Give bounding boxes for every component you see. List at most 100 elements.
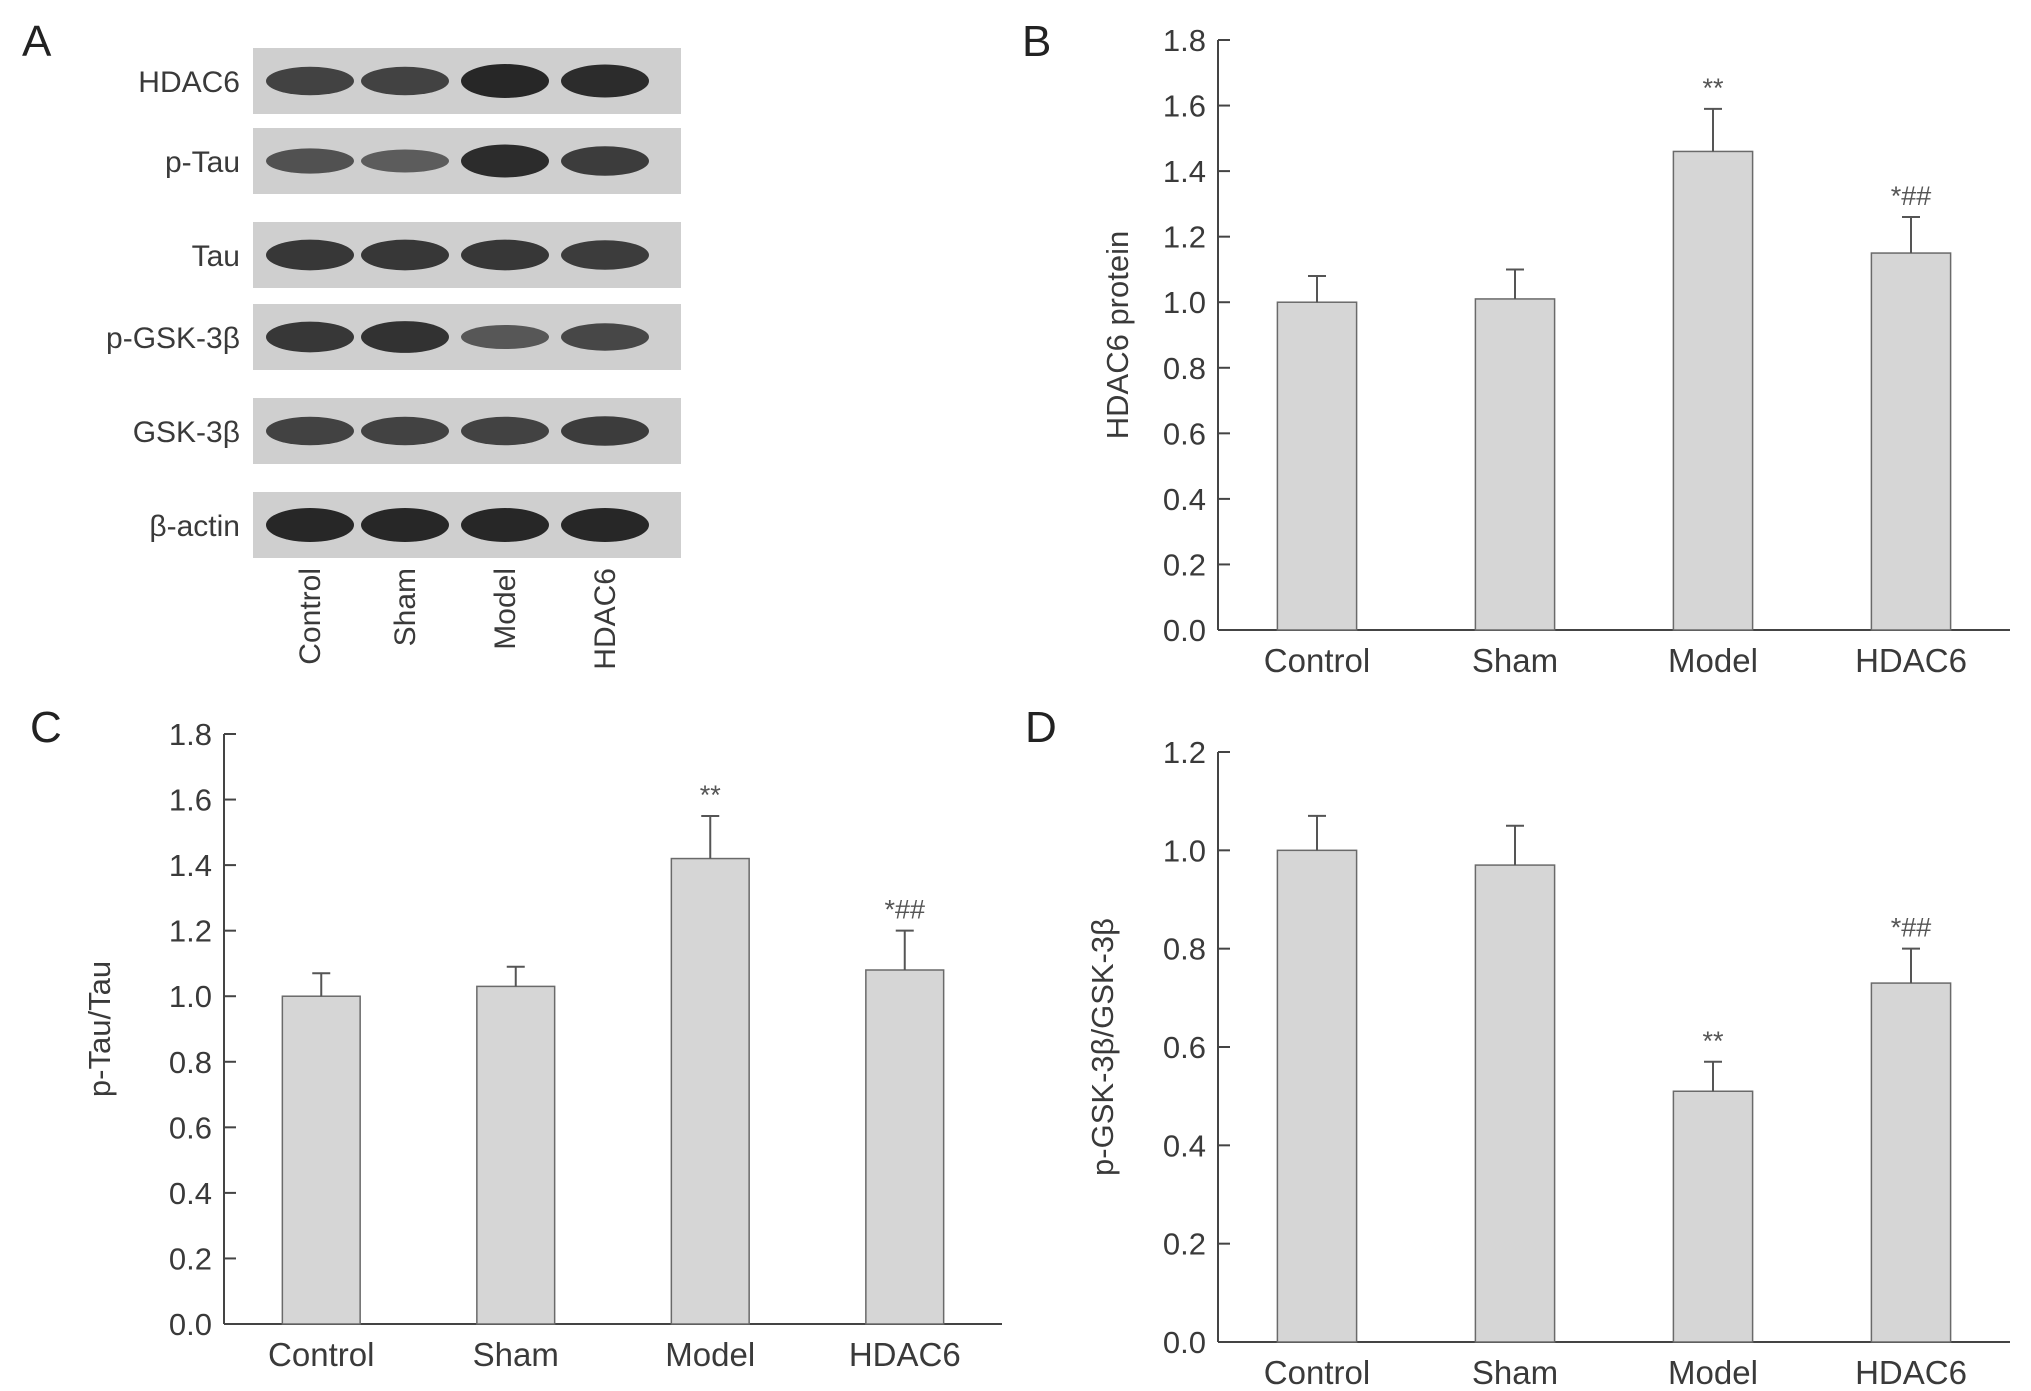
y-tick-label: 0.6 <box>169 1110 212 1145</box>
blot-band <box>361 239 449 271</box>
y-tick-label: 1.4 <box>169 848 212 883</box>
western-blot: HDAC6 p-Tau Tau p-GSK-3β GSK-3β β-actin Contro… <box>106 48 681 670</box>
blot-row-actin: β-actin <box>149 492 681 558</box>
chart-p-tau-ratio: 0.0 0.2 0.4 0.6 0.8 1.0 1.2 1.4 1.6 1.8 p-Tau/Tau C… <box>82 717 1002 1373</box>
blot-band <box>461 64 549 98</box>
blot-band <box>461 144 549 178</box>
blot-band <box>266 321 354 353</box>
blot-row-gsk-3: GSK-3β <box>133 398 681 464</box>
blot-band <box>561 146 649 176</box>
bar-sham <box>1474 864 1556 1343</box>
blot-row-p-gsk-3: p-GSK-3β <box>106 304 681 370</box>
y-tick-label: 1.4 <box>1163 154 1206 189</box>
y-tick-label: 1.0 <box>1163 285 1206 320</box>
blot-lane-label-sham: Sham <box>389 568 422 646</box>
y-tick-label: 0.0 <box>1163 613 1206 648</box>
significance-label-hdac6: *## <box>884 895 925 925</box>
x-tick-label-model: Model <box>665 1336 755 1373</box>
y-tick-label: 0.0 <box>169 1307 212 1342</box>
panel-label-a: A <box>22 17 52 66</box>
bar-sham <box>476 985 556 1325</box>
y-tick-label: 0.8 <box>1163 351 1206 386</box>
y-tick-label: 0.2 <box>1163 547 1206 582</box>
y-tick-label: 1.6 <box>169 783 212 818</box>
x-tick-label-hdac6: HDAC6 <box>849 1336 961 1373</box>
y-tick-label: 1.0 <box>1163 833 1206 868</box>
blot-row-hdac6: HDAC6 <box>138 48 681 114</box>
blot-band <box>461 239 549 271</box>
y-tick-label: 1.8 <box>169 717 212 752</box>
y-tick-label: 0.4 <box>1163 1128 1206 1163</box>
bar-control <box>1276 849 1358 1343</box>
blot-band <box>461 324 549 350</box>
y-axis-label: p-Tau/Tau <box>82 961 117 1097</box>
chart-p-gsk3b-ratio: 0.0 0.2 0.4 0.6 0.8 1.0 1.2 p-GSK-3β/GSK-3β Cont… <box>1085 735 2010 1391</box>
blot-row-label: p-Tau <box>165 146 240 179</box>
chart-hdac6-protein: 0.0 0.2 0.4 0.6 0.8 1.0 1.2 1.4 1.6 1.8 HDAC6 prot… <box>1100 23 2010 679</box>
blot-band <box>266 66 354 96</box>
y-tick-label: 0.8 <box>169 1045 212 1080</box>
x-tick-label-sham: Sham <box>1472 1354 1558 1391</box>
y-tick-label: 0.8 <box>1163 932 1206 967</box>
y-tick-label: 0.6 <box>1163 416 1206 451</box>
y-tick-label: 1.2 <box>1163 735 1206 770</box>
blot-row-p-tau: p-Tau <box>165 128 681 194</box>
x-tick-label-model: Model <box>1668 642 1758 679</box>
bar-hdac6 <box>1870 982 1952 1343</box>
y-axis-label: p-GSK-3β/GSK-3β <box>1085 918 1120 1176</box>
blot-row-label: HDAC6 <box>138 66 240 99</box>
blot-lane-label-hdac6: HDAC6 <box>589 568 622 670</box>
blot-band <box>561 323 649 351</box>
x-tick-label-sham: Sham <box>1472 642 1558 679</box>
significance-label-hdac6: *## <box>1891 181 1932 211</box>
y-tick-label: 1.6 <box>1163 89 1206 124</box>
blot-band <box>561 64 649 98</box>
bar-control <box>1276 301 1358 631</box>
x-tick-label-hdac6: HDAC6 <box>1855 1354 1967 1391</box>
bar-sham <box>1474 298 1556 631</box>
blot-row-label: GSK-3β <box>133 416 240 449</box>
y-tick-label: 0.4 <box>169 1176 212 1211</box>
blot-row-tau: Tau <box>192 222 681 288</box>
blot-lane-label-model: Model <box>489 568 522 650</box>
significance-label-model: ** <box>700 780 722 810</box>
blot-band <box>361 416 449 446</box>
x-tick-label-model: Model <box>1668 1354 1758 1391</box>
significance-label-model: ** <box>1702 1026 1724 1056</box>
bar-control <box>281 995 361 1325</box>
blot-row-label: p-GSK-3β <box>106 322 240 355</box>
bar-model <box>1672 150 1754 631</box>
y-tick-label: 0.2 <box>169 1241 212 1276</box>
x-tick-label-control: Control <box>1264 1354 1370 1391</box>
bar-model <box>670 857 750 1325</box>
blot-band <box>561 416 649 446</box>
blot-band <box>461 508 549 542</box>
significance-label-model: ** <box>1702 73 1724 103</box>
x-tick-label-control: Control <box>1264 642 1370 679</box>
blot-band <box>561 508 649 542</box>
blot-band <box>266 508 354 542</box>
y-tick-label: 1.8 <box>1163 23 1206 58</box>
panel-label-d: D <box>1025 703 1057 752</box>
panel-label-b: B <box>1022 17 1051 66</box>
x-tick-label-hdac6: HDAC6 <box>1855 642 1967 679</box>
bar-hdac6 <box>1870 252 1952 631</box>
blot-band <box>461 416 549 446</box>
bar-model <box>1672 1090 1754 1343</box>
blot-band <box>361 149 449 173</box>
panel-label-c: C <box>30 703 62 752</box>
bar-hdac6 <box>865 969 945 1325</box>
blot-band <box>361 508 449 542</box>
y-tick-label: 1.2 <box>1163 220 1206 255</box>
significance-label-hdac6: *## <box>1891 913 1932 943</box>
blot-band <box>266 239 354 271</box>
blot-band <box>561 240 649 270</box>
blot-row-label: Tau <box>192 240 240 273</box>
x-tick-label-control: Control <box>268 1336 374 1373</box>
y-tick-label: 1.2 <box>169 914 212 949</box>
blot-lane-label-control: Control <box>294 568 327 665</box>
blot-band <box>361 321 449 353</box>
y-axis-label: HDAC6 protein <box>1100 231 1135 439</box>
y-tick-label: 0.2 <box>1163 1227 1206 1262</box>
